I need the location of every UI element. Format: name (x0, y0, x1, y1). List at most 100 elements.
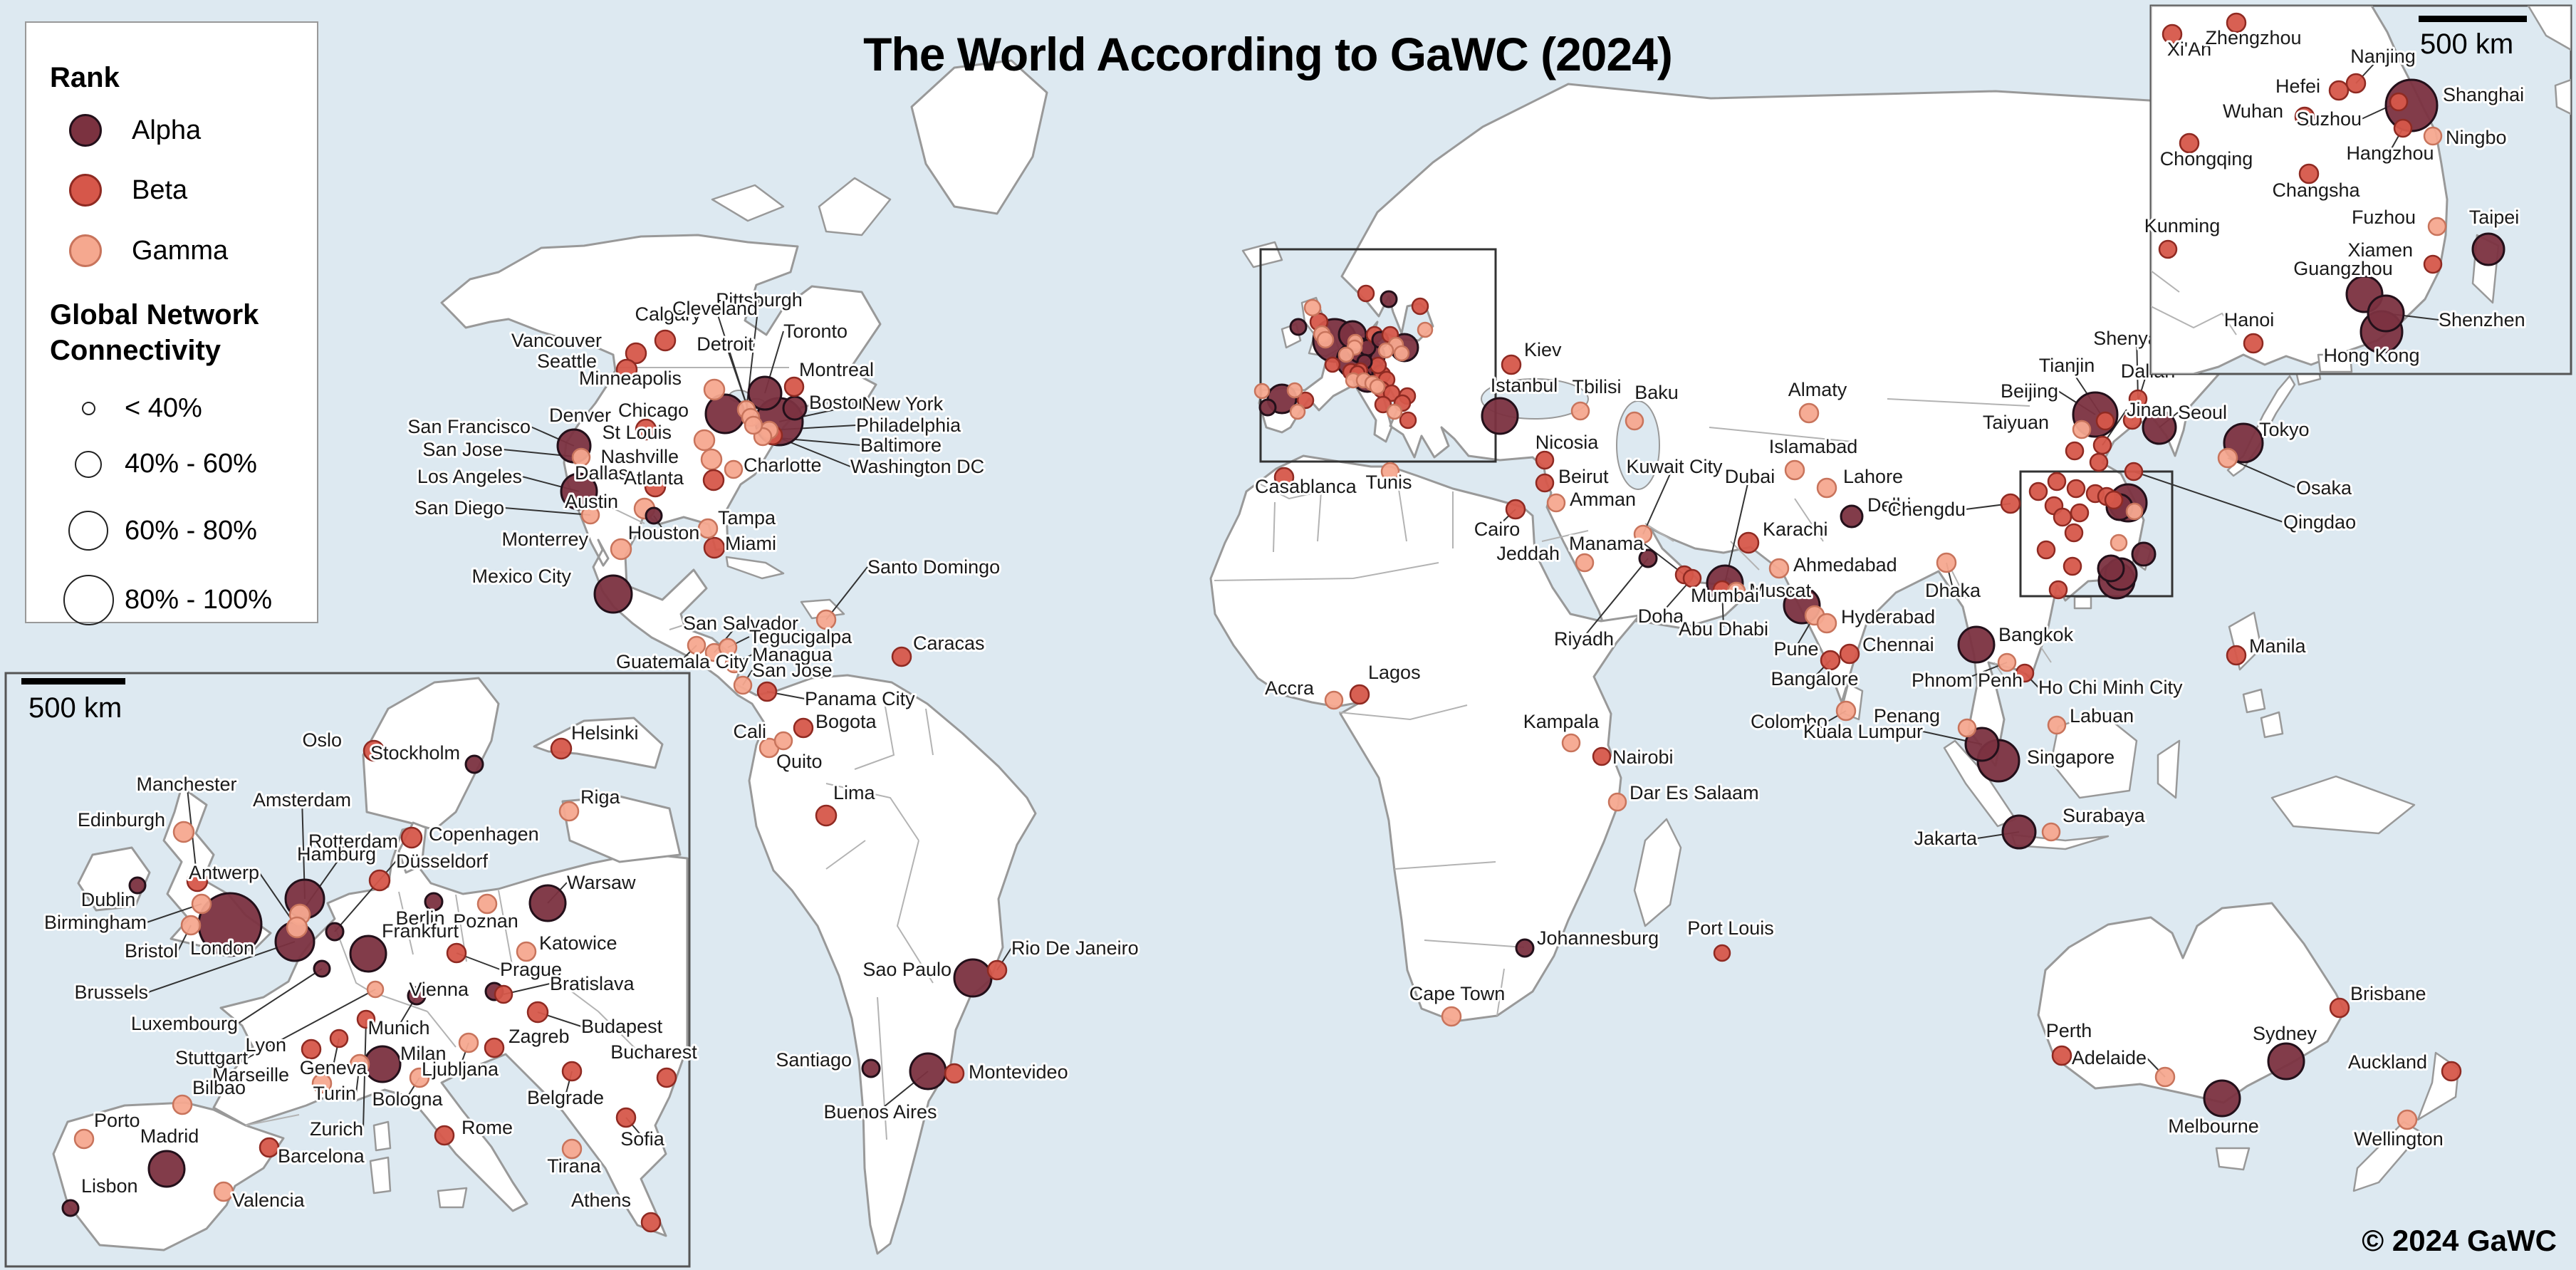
city-dot[interactable] (2110, 533, 2128, 552)
city-dot[interactable] (2203, 1079, 2241, 1118)
city-dot[interactable] (476, 893, 498, 915)
city-dot[interactable] (782, 395, 808, 421)
city-dot[interactable] (815, 804, 838, 827)
city-dot[interactable] (2092, 435, 2112, 455)
city-dot[interactable] (1936, 552, 1957, 573)
city-dot[interactable] (2441, 1061, 2462, 1082)
city-dot[interactable] (986, 959, 1008, 981)
city-dot[interactable] (1411, 297, 1429, 316)
city-dot[interactable] (1289, 403, 1306, 420)
city-dot[interactable] (2047, 472, 2067, 491)
city-dot[interactable] (1369, 378, 1386, 395)
city-dot[interactable] (1369, 356, 1387, 375)
city-dot[interactable] (2423, 126, 2443, 146)
city-dot[interactable] (2131, 541, 2157, 567)
city-dot[interactable] (891, 646, 912, 667)
city-dot[interactable] (1633, 524, 1653, 544)
city-dot[interactable] (1592, 746, 1612, 766)
city-dot[interactable] (2179, 132, 2200, 154)
city-dot[interactable] (702, 469, 725, 491)
city-dot[interactable] (2154, 1066, 2176, 1088)
city-dot[interactable] (2047, 715, 2067, 735)
city-dot[interactable] (1535, 473, 1555, 493)
city-dot[interactable] (2471, 232, 2505, 266)
city-dot[interactable] (700, 448, 723, 471)
city-dot[interactable] (1357, 284, 1375, 303)
city-dot[interactable] (494, 984, 513, 1004)
city-dot[interactable] (550, 737, 573, 760)
city-dot[interactable] (1816, 477, 1837, 499)
city-dot[interactable] (560, 472, 598, 511)
city-dot[interactable] (1515, 938, 1535, 958)
city-dot[interactable] (1957, 718, 1977, 738)
city-dot[interactable] (311, 1073, 333, 1094)
city-dot[interactable] (793, 717, 814, 739)
city-dot[interactable] (2064, 523, 2084, 543)
city-dot[interactable] (191, 893, 212, 915)
city-dot[interactable] (2389, 92, 2409, 112)
city-dot[interactable] (1393, 345, 1410, 362)
city-dot[interactable] (2124, 462, 2144, 482)
city-dot[interactable] (1417, 321, 1434, 338)
city-dot[interactable] (1289, 318, 1308, 336)
city-dot[interactable] (1964, 727, 2000, 762)
city-dot[interactable] (561, 1061, 583, 1082)
city-dot[interactable] (2028, 482, 2048, 501)
city-dot[interactable] (356, 1009, 376, 1029)
city-dot[interactable] (2066, 479, 2086, 499)
city-dot[interactable] (61, 1199, 80, 1217)
city-dot[interactable] (2226, 12, 2247, 33)
city-dot[interactable] (458, 1032, 479, 1053)
city-dot[interactable] (2243, 333, 2264, 354)
city-dot[interactable] (2104, 490, 2124, 510)
city-dot[interactable] (301, 1039, 322, 1060)
city-dot[interactable] (329, 1029, 349, 1048)
city-dot[interactable] (2267, 1042, 2305, 1081)
city-dot[interactable] (363, 739, 385, 762)
city-dot[interactable] (2142, 410, 2177, 445)
city-dot[interactable] (2048, 580, 2068, 600)
city-dot[interactable] (773, 731, 793, 751)
city-dot[interactable] (2329, 997, 2350, 1019)
city-dot[interactable] (610, 538, 632, 561)
city-dot[interactable] (172, 1094, 193, 1115)
city-dot[interactable] (349, 1053, 370, 1075)
city-dot[interactable] (1682, 568, 1702, 588)
city-dot[interactable] (313, 959, 331, 978)
city-dot[interactable] (1561, 733, 1581, 753)
city-dot[interactable] (2095, 411, 2115, 431)
city-dot[interactable] (1840, 504, 1864, 529)
city-dot[interactable] (703, 378, 726, 401)
city-dot[interactable] (1625, 411, 1644, 431)
city-dot[interactable] (1324, 690, 1344, 710)
city-dot[interactable] (1768, 558, 1790, 579)
city-dot[interactable] (733, 675, 753, 695)
city-dot[interactable] (180, 915, 202, 936)
city-dot[interactable] (2000, 493, 2021, 514)
city-dot[interactable] (1380, 462, 1400, 482)
city-dot[interactable] (2397, 1109, 2418, 1130)
city-dot[interactable] (1726, 581, 1746, 601)
city-dot[interactable] (747, 375, 783, 411)
city-dot[interactable] (2070, 503, 2090, 523)
city-dot[interactable] (2036, 540, 2056, 560)
city-dot[interactable] (325, 922, 345, 942)
city-dot[interactable] (2158, 239, 2178, 259)
city-dot[interactable] (1505, 499, 1526, 520)
city-dot[interactable] (1296, 391, 1315, 410)
city-dot[interactable] (625, 342, 647, 365)
city-dot[interactable] (409, 1067, 430, 1088)
city-dot[interactable] (1349, 684, 1370, 705)
city-dot[interactable] (2217, 447, 2238, 469)
city-dot[interactable] (2393, 118, 2413, 138)
city-dot[interactable] (644, 475, 667, 498)
city-dot[interactable] (2294, 106, 2315, 127)
city-dot[interactable] (1273, 467, 1295, 488)
city-dot[interactable] (1324, 356, 1341, 373)
city-dot[interactable] (2226, 645, 2247, 666)
city-dot[interactable] (1316, 330, 1335, 349)
city-dot[interactable] (1399, 411, 1417, 430)
city-dot[interactable] (1481, 397, 1519, 435)
city-dot[interactable] (286, 916, 308, 939)
city-dot[interactable] (1253, 382, 1271, 400)
